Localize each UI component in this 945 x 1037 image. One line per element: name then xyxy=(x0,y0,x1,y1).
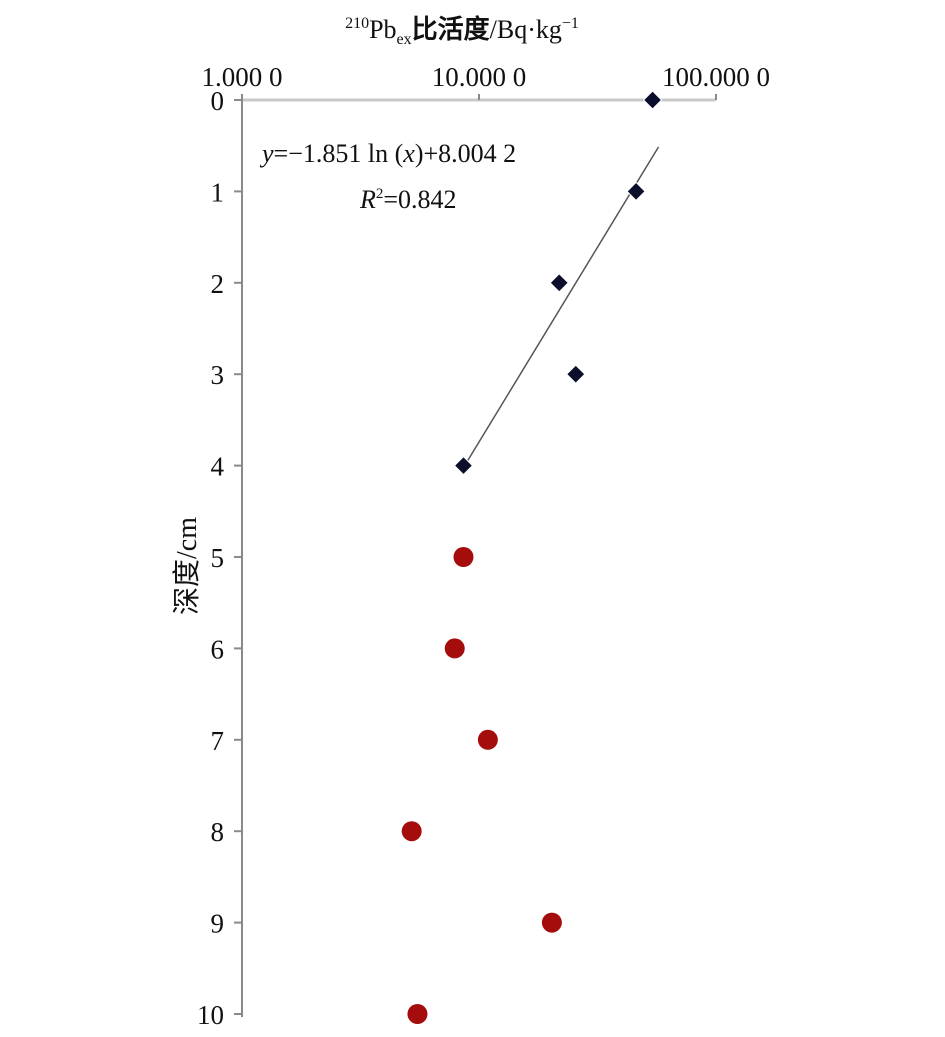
y-axis-title: 深度/cm xyxy=(171,517,203,615)
circle-point xyxy=(444,638,465,659)
r-squared: R2=0.842 xyxy=(359,185,457,214)
y-tick-label: 10 xyxy=(197,1000,224,1030)
diamond-point xyxy=(642,90,663,110)
r-squared-value: =0.842 xyxy=(383,185,456,214)
diamond-point xyxy=(549,273,569,293)
circle-point xyxy=(541,912,562,933)
trendline xyxy=(466,146,660,463)
y-tick-label: 5 xyxy=(211,543,225,573)
y-tick-label: 0 xyxy=(211,86,225,116)
circle-point xyxy=(401,821,422,842)
equation-x-var: x xyxy=(402,139,415,168)
equation-tail: )+8.004 2 xyxy=(415,139,516,168)
r-squared-sup: 2 xyxy=(376,186,384,202)
equation-middle: =−1.851 ln ( xyxy=(274,139,404,168)
diamond-point xyxy=(453,455,474,476)
circle-point xyxy=(453,547,474,567)
x-tick-label: 10.000 0 xyxy=(432,62,527,92)
y-tick-label: 9 xyxy=(211,909,225,939)
diamond-point xyxy=(566,364,586,384)
x-ticks: 1.000 0 10.000 0 100.000 0 xyxy=(202,62,770,100)
data-points xyxy=(401,90,663,1024)
x-axis-title-cn: 比活度 xyxy=(412,14,490,45)
y-tick-label: 1 xyxy=(211,177,225,207)
y-tick-label: 4 xyxy=(211,452,225,482)
x-axis-title-subscript: ex xyxy=(397,31,412,48)
y-tick-label: 8 xyxy=(211,817,225,847)
equation-y-var: y xyxy=(259,139,274,168)
circle-point xyxy=(407,1004,428,1024)
circle-point xyxy=(477,729,498,750)
y-tick-label: 6 xyxy=(211,634,225,664)
x-axis-title-unit: /Bq·kg xyxy=(490,15,562,44)
y-tick-label: 7 xyxy=(211,726,225,756)
x-axis-title-element: Pb xyxy=(369,15,396,44)
y-tick-label: 3 xyxy=(211,360,225,390)
diamond-point xyxy=(626,181,646,202)
x-axis-title-unit-exponent: −1 xyxy=(562,15,579,32)
x-tick-label: 1.000 0 xyxy=(202,62,283,92)
r-squared-var: R xyxy=(359,185,376,214)
y-tick-label: 2 xyxy=(211,269,225,299)
x-tick-label: 100.000 0 xyxy=(662,62,770,92)
trendline-equation: y=−1.851 ln (x)+8.004 2 xyxy=(259,139,516,168)
x-axis-title-isotope: 210 xyxy=(345,15,369,32)
y-ticks: 0 1 2 3 4 5 6 7 8 9 10 xyxy=(197,86,242,1030)
x-axis-title: 210Pbex比活度/Bq·kg−1 xyxy=(345,14,579,48)
